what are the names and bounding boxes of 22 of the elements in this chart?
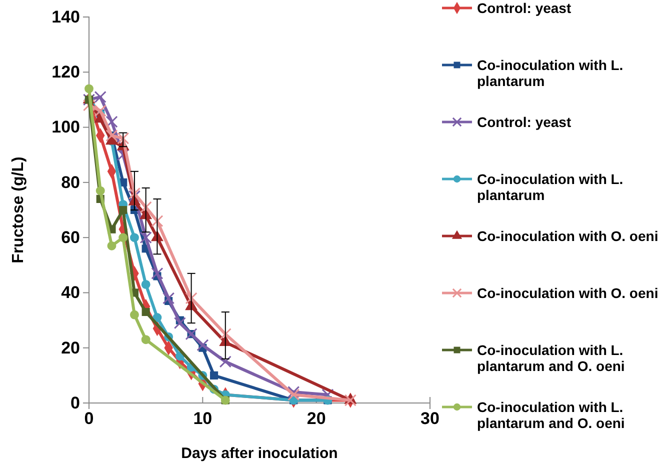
y-axis-title: Fructose (g/L) bbox=[10, 156, 27, 264]
y-tick-label: 60 bbox=[61, 228, 80, 248]
y-tick-label: 140 bbox=[52, 7, 80, 26]
legend-label: Co-inoculation with L. plantarum and O. oeni bbox=[477, 342, 625, 374]
x-tick-label: 10 bbox=[193, 409, 212, 428]
y-tick-label: 20 bbox=[61, 338, 80, 358]
x-tick-label: 30 bbox=[420, 409, 440, 428]
legend-label: Control: yeast bbox=[477, 114, 572, 130]
y-tick-label: 0 bbox=[70, 393, 80, 412]
x-tick-label: 20 bbox=[306, 409, 326, 428]
legend-label: Co-inoculation with L. plantarum bbox=[477, 57, 624, 89]
x-tick-label: 0 bbox=[84, 409, 94, 428]
legend-label: Co-inoculation with L. plantarum and O. oeni bbox=[477, 399, 625, 431]
x-axis-title: Days after inoculation bbox=[181, 445, 338, 462]
y-tick-label: 120 bbox=[52, 62, 80, 82]
legend-label: Co-inoculation with O. oeni bbox=[477, 285, 658, 301]
legend-label: Co-inoculation with O. oeni bbox=[477, 228, 658, 244]
y-tick-label: 100 bbox=[52, 118, 80, 137]
y-tick-label: 80 bbox=[61, 172, 80, 192]
y-tick-label: 40 bbox=[61, 283, 80, 302]
legend-label: Co-inoculation with L. plantarum bbox=[477, 171, 624, 203]
legend-label: Control: yeast bbox=[477, 0, 572, 16]
